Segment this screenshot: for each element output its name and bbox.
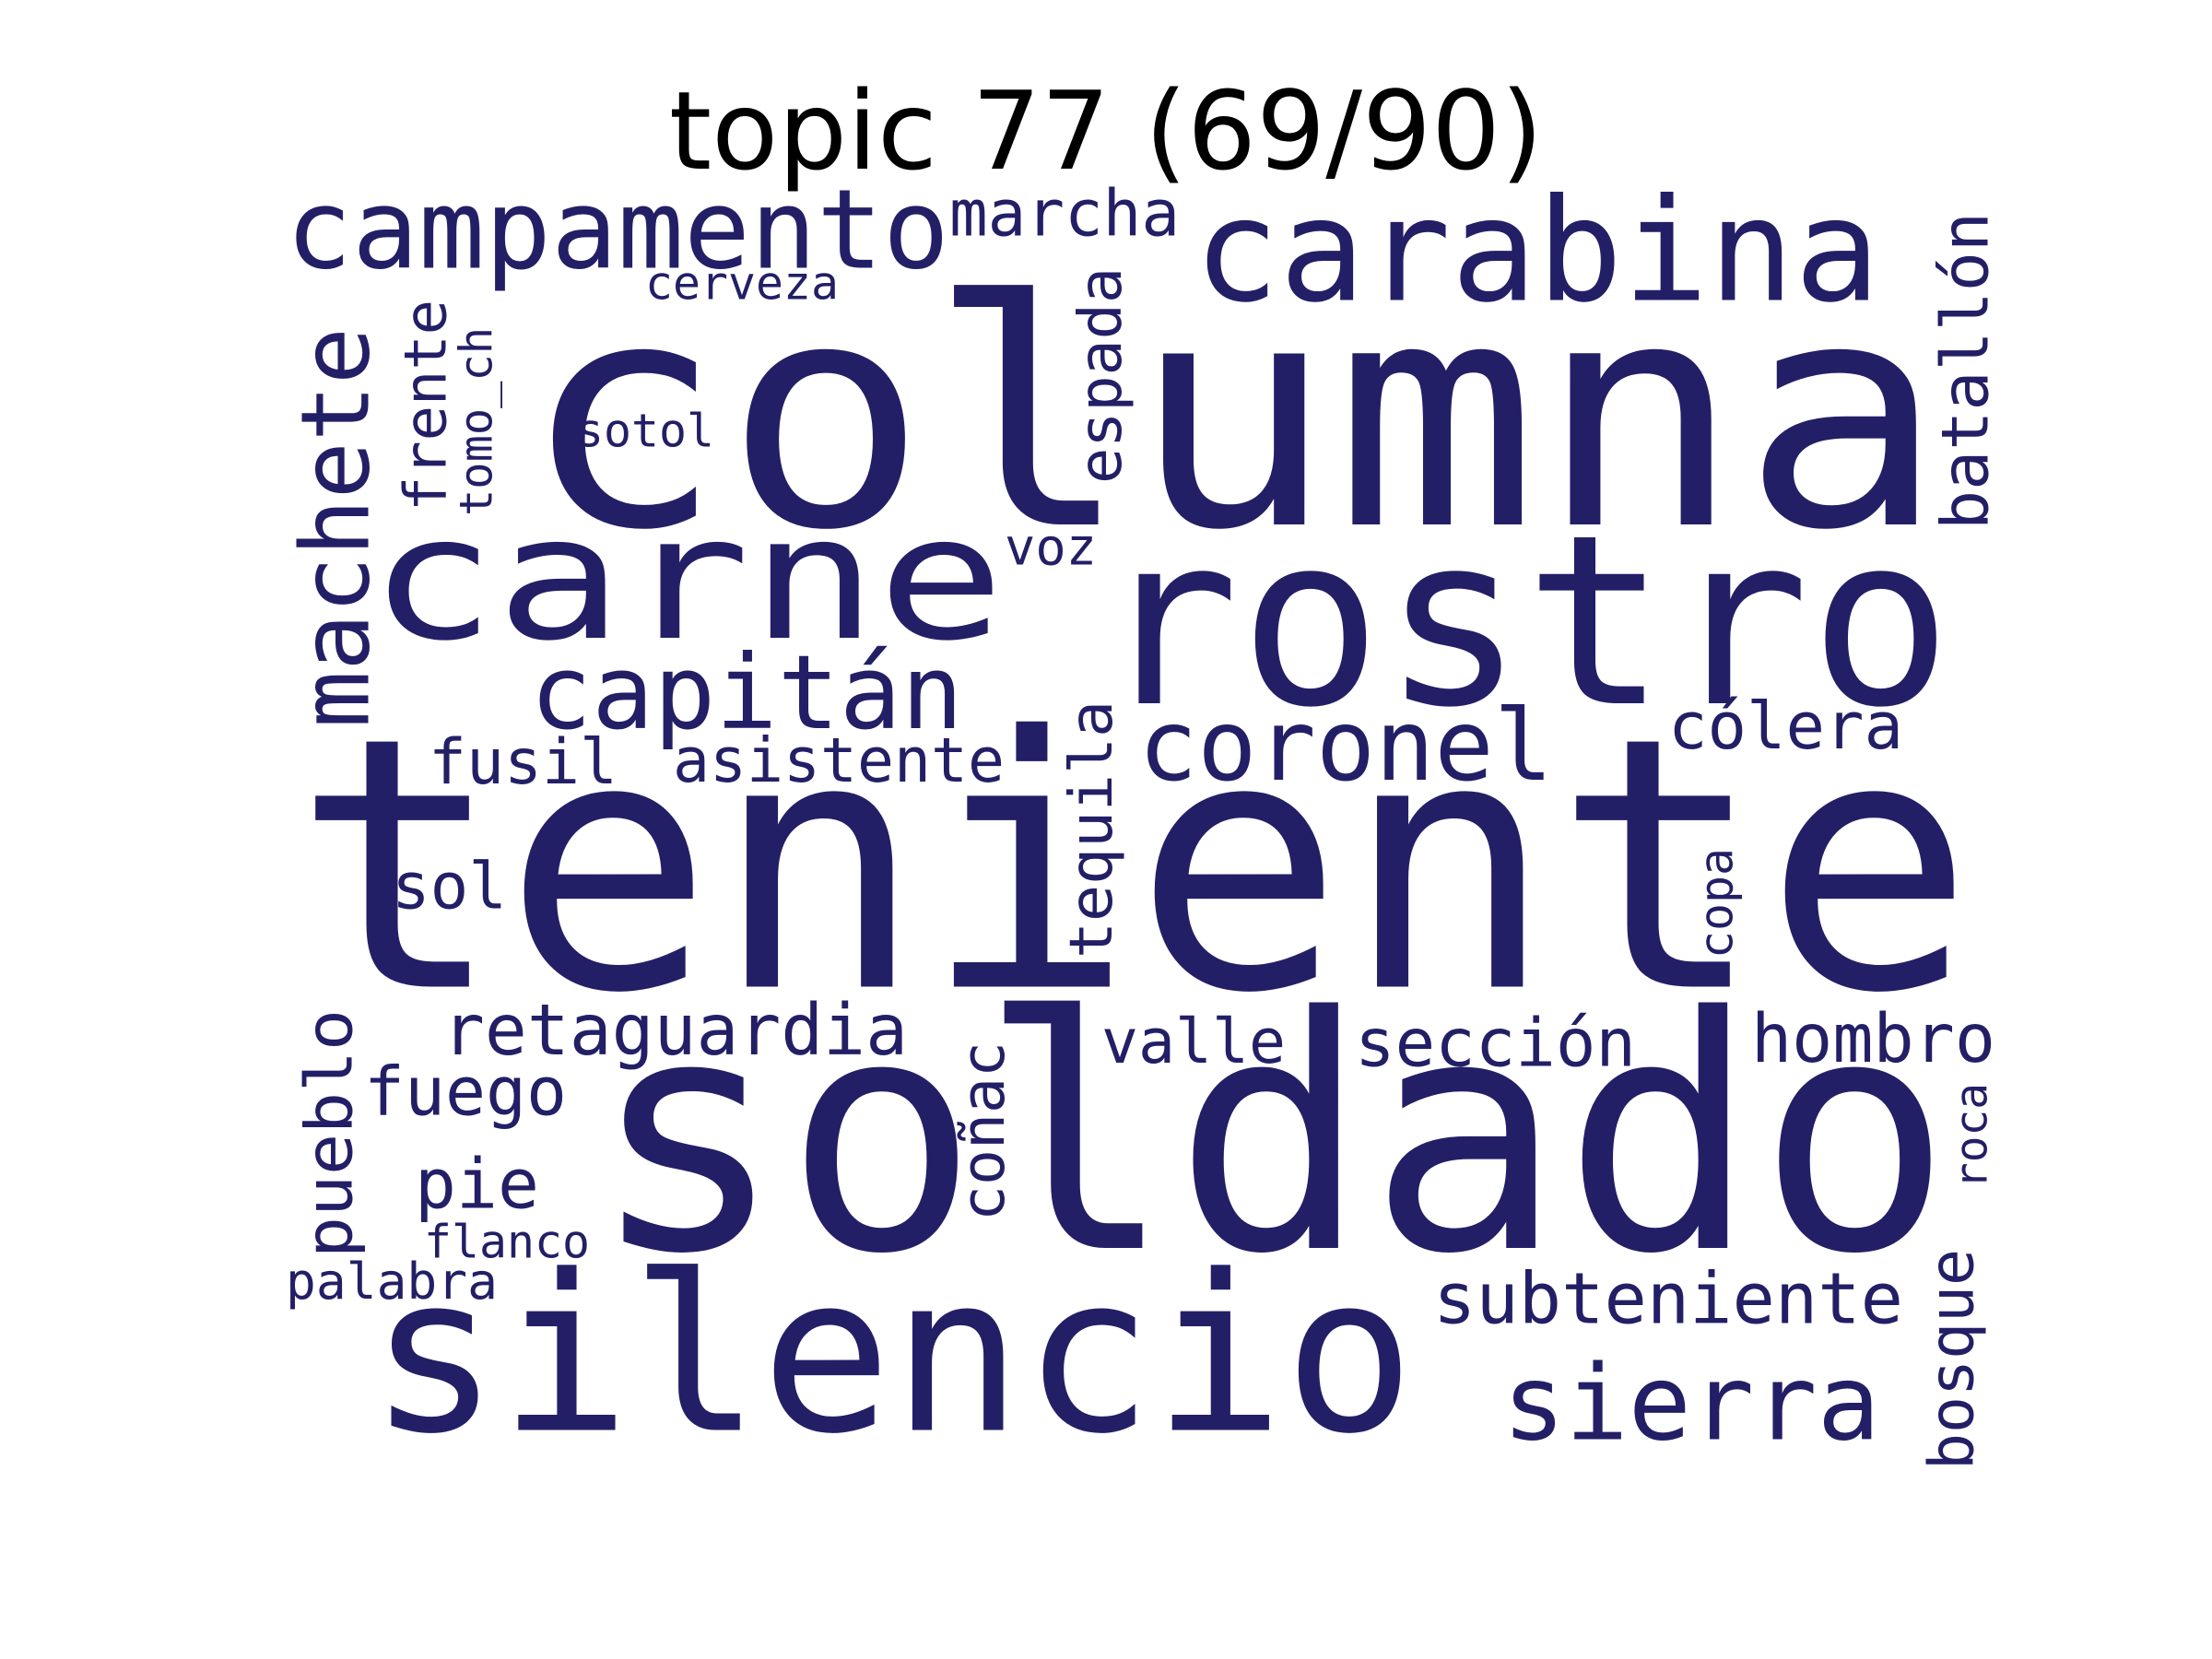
word-voz: voz [1005,518,1097,577]
word-sierra: sierra [1502,1343,1880,1465]
word-batall-n: batallón [1928,212,2004,530]
word-teniente: teniente [293,664,1974,1070]
word-capit-n: capitán [530,634,963,753]
word-espada: espada [1067,267,1135,484]
word-tomo-ch: tomo_ch [452,327,503,516]
word-sotol: sotol [576,405,714,458]
word-marcha: marcha [949,178,1180,252]
word-asistente: asistente [673,724,1005,796]
word-retaguardia: retaguardia [442,989,908,1071]
word-c-lera: cólera [1668,688,1903,764]
word-fuego: fuego [364,1053,567,1132]
figure-title: topic 77 (69/90) [668,67,1544,194]
word-pueblo: pueblo [292,1009,368,1258]
word-tequila: tequila [1058,700,1126,959]
word-subteniente: subteniente [1433,1259,1903,1341]
word-rostro: rostro [1097,485,1952,759]
word-fusil: fusil [429,726,618,799]
word-cerveza: cerveza [645,257,839,311]
word-carne: carne [369,478,1005,678]
word-machete: machete [282,327,392,728]
word-valle: valle [1101,1006,1286,1077]
word-pie: pie [415,1145,539,1225]
word-flanco: flanco [424,1216,590,1269]
word-hombro: hombro [1751,1000,1995,1078]
word-coronel: coronel [1138,689,1553,804]
word-campamento: campamento [286,167,949,295]
word-sol: sol [392,851,507,924]
word-carabina: carabina [1194,169,1880,335]
word-copa: copa [1690,848,1744,959]
word-palabra: palabra [286,1252,498,1311]
word-columna: columna [521,235,1945,599]
word-frente: frente [393,300,461,512]
word-silencio: silencio [369,1229,1415,1482]
word-bosque: bosque [1916,1249,1988,1470]
word-soldado: soldado [590,947,1952,1324]
word-co-ac: coñac [949,1041,1018,1221]
word-secci-n: sección [1355,1006,1636,1083]
word-roca: roca [1947,1083,1998,1189]
